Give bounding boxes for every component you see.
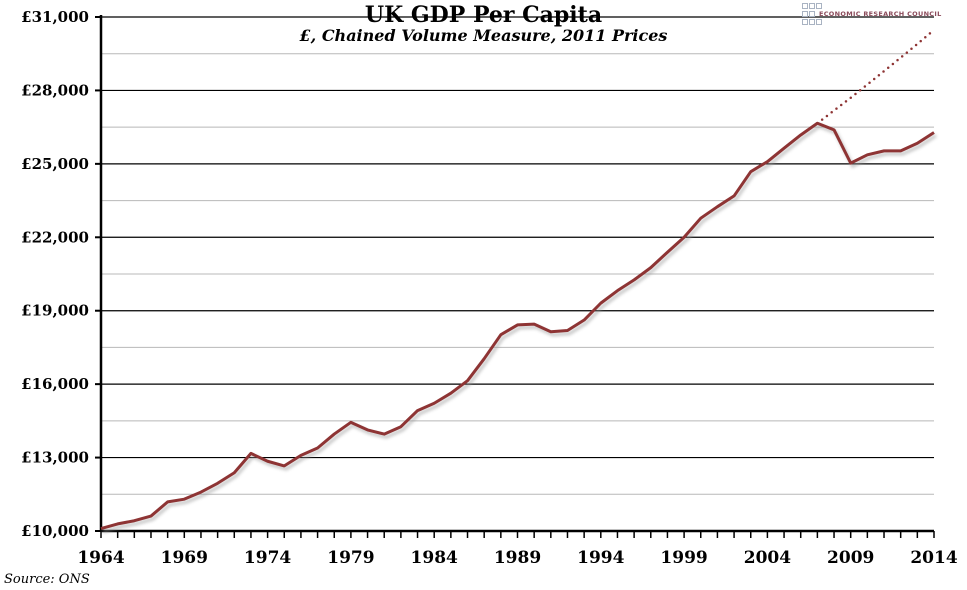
y-tick-label: £13,000 [21, 449, 89, 467]
y-tick-label: £22,000 [21, 228, 89, 246]
x-tick-label: 2009 [827, 548, 874, 568]
x-tick-label: 1984 [411, 548, 458, 568]
x-tick-label: 1999 [660, 548, 707, 568]
chart-title: UK GDP Per Capita [364, 2, 603, 28]
erc-logo: ECONOMIC RESEARCH COUNCIL [802, 3, 967, 29]
logo-text: ECONOMIC RESEARCH COUNCIL [819, 10, 942, 18]
chart-subtitle: £, Chained Volume Measure, 2011 Prices [299, 26, 668, 45]
x-tick-label: 1989 [494, 548, 541, 568]
trend-line-dotted [816, 28, 936, 125]
x-tick-label: 1969 [161, 548, 208, 568]
x-tick-label: 1964 [77, 548, 124, 568]
x-tick-label: 2014 [910, 548, 957, 568]
x-tick-label: 2004 [744, 548, 791, 568]
x-tick-label: 1994 [577, 548, 624, 568]
y-tick-label: £16,000 [21, 375, 89, 393]
y-tick-label: £31,000 [21, 8, 89, 26]
y-tick-label: £19,000 [21, 302, 89, 320]
y-tick-label: £28,000 [21, 81, 89, 99]
y-tick-label: £25,000 [21, 155, 89, 173]
x-tick-label: 1979 [327, 548, 374, 568]
x-tick-label: 1974 [244, 548, 291, 568]
series-shadow [102, 124, 937, 533]
y-tick-label: £10,000 [21, 522, 89, 540]
gdp-series-line [100, 121, 935, 530]
source-note: Source: ONS [4, 572, 90, 587]
